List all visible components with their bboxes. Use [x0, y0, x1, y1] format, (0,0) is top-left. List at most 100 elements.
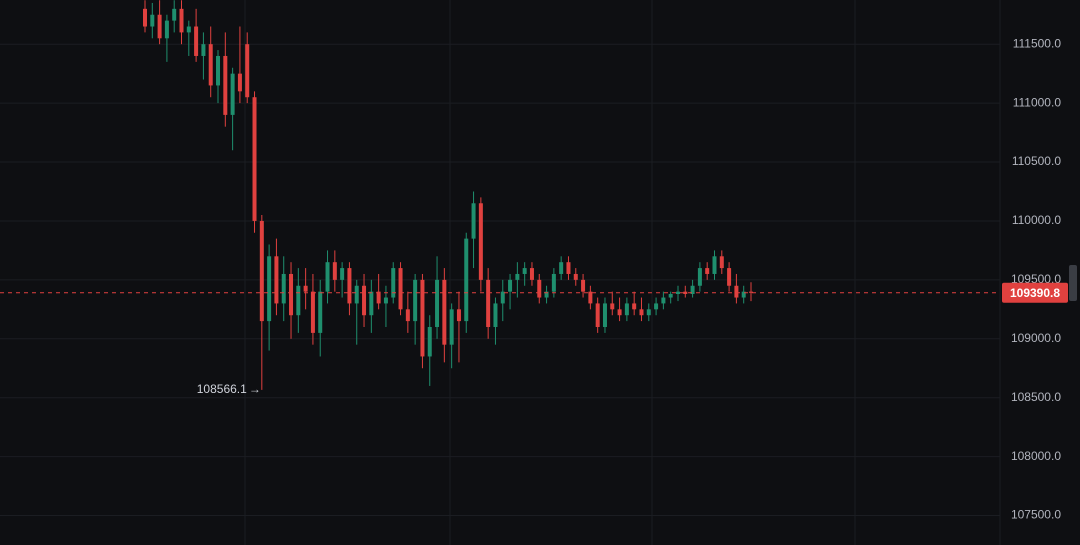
- candle-body: [617, 309, 622, 316]
- candle-body: [208, 44, 213, 86]
- candle-body: [566, 262, 571, 274]
- candle-body: [668, 294, 673, 298]
- y-tick-label: 110500.0: [1012, 154, 1061, 168]
- candle-body: [544, 291, 549, 298]
- y-tick-label: 109000.0: [1011, 331, 1061, 345]
- overlay: 109390.8 108566.1 →: [0, 282, 1068, 396]
- candles: [143, 0, 753, 390]
- scroll-handle[interactable]: [1069, 265, 1077, 301]
- candle-body: [391, 268, 396, 298]
- candle-body: [639, 309, 644, 316]
- candle-body: [303, 285, 308, 292]
- candle-body: [179, 8, 184, 33]
- candle-body: [573, 273, 578, 280]
- candle-body: [442, 279, 447, 345]
- candle-body: [675, 291, 680, 295]
- candle-body: [727, 268, 732, 286]
- candle-body: [493, 303, 498, 327]
- candle-body: [712, 256, 717, 274]
- candle-body: [340, 268, 345, 280]
- y-tick-label: 110000.0: [1012, 213, 1061, 227]
- candle-body: [508, 279, 513, 292]
- y-tick-label: 108000.0: [1011, 449, 1061, 463]
- last-price-box: [1002, 282, 1068, 303]
- candle-body: [143, 8, 147, 27]
- grid: 107500.0 108000.0 108500.0 109000.0 109500.0…: [0, 36, 1062, 522]
- candle-body: [413, 279, 418, 322]
- candle-body: [449, 309, 454, 345]
- candle-body: [646, 309, 651, 316]
- candle-body: [164, 20, 169, 39]
- candle-body: [435, 279, 440, 327]
- candle-body: [551, 273, 556, 292]
- y-tick-label: 108500.0: [1011, 390, 1061, 404]
- candle-body: [610, 303, 615, 310]
- candle-body: [515, 273, 520, 280]
- candle-body: [245, 44, 250, 98]
- candle-body: [734, 285, 739, 298]
- candle-body: [632, 303, 637, 310]
- candle-body: [456, 309, 461, 322]
- candle-body: [383, 297, 388, 304]
- y-tick-label: 109500.0: [1011, 272, 1061, 286]
- candle-body: [398, 268, 403, 310]
- candle-body: [216, 55, 221, 86]
- candle-body: [405, 309, 410, 322]
- candle-body: [624, 303, 629, 316]
- y-tick-label: 111500.0: [1013, 36, 1062, 50]
- y-tick-label: 107500.0: [1011, 508, 1061, 522]
- candle-body: [741, 291, 746, 298]
- candle-body: [427, 327, 432, 357]
- candle-body: [697, 268, 702, 286]
- candle-body: [237, 73, 242, 92]
- candle-body: [486, 279, 491, 327]
- candle-body: [602, 303, 607, 327]
- candle-body: [157, 14, 162, 39]
- candle-body: [172, 8, 177, 21]
- candle-body: [376, 291, 381, 304]
- candle-body: [274, 256, 279, 304]
- candle-body: [464, 238, 469, 322]
- candle-body: [369, 291, 374, 316]
- candle-body: [705, 268, 710, 274]
- candle-body: [595, 303, 600, 327]
- candle-body: [230, 73, 235, 115]
- candle-body: [683, 291, 688, 295]
- candle-body: [719, 256, 724, 269]
- candle-body: [259, 220, 264, 322]
- candle-body: [252, 97, 257, 221]
- candle-body: [478, 203, 483, 280]
- candle-body: [310, 291, 315, 333]
- low-marker-label: 108566.1: [197, 382, 247, 396]
- candle-body: [529, 268, 534, 280]
- low-marker-arrow: →: [249, 382, 261, 396]
- candle-body: [354, 285, 359, 304]
- candle-body: [289, 273, 294, 316]
- candle-body: [194, 26, 199, 56]
- candle-body: [362, 285, 367, 316]
- candle-body: [420, 279, 425, 357]
- candle-body: [588, 291, 593, 304]
- last-price-label: 109390.8: [1010, 286, 1060, 300]
- candle-body: [318, 291, 323, 333]
- candle-body: [581, 279, 586, 292]
- candle-body: [471, 203, 476, 239]
- candle-body: [690, 285, 695, 295]
- y-tick-label: 111000.0: [1013, 95, 1062, 109]
- candle-body: [186, 26, 191, 33]
- candle-body: [281, 273, 286, 304]
- candle-body: [522, 268, 527, 274]
- candle-body: [201, 44, 206, 56]
- candle-body: [559, 262, 564, 274]
- candle-body: [749, 291, 753, 293]
- candle-body: [500, 291, 505, 304]
- candle-body: [325, 262, 330, 292]
- candle-body: [661, 297, 666, 304]
- candle-body: [267, 256, 272, 322]
- candle-body: [223, 55, 228, 115]
- candle-body: [654, 303, 659, 310]
- candle-body: [347, 268, 352, 304]
- candle-body: [332, 262, 337, 280]
